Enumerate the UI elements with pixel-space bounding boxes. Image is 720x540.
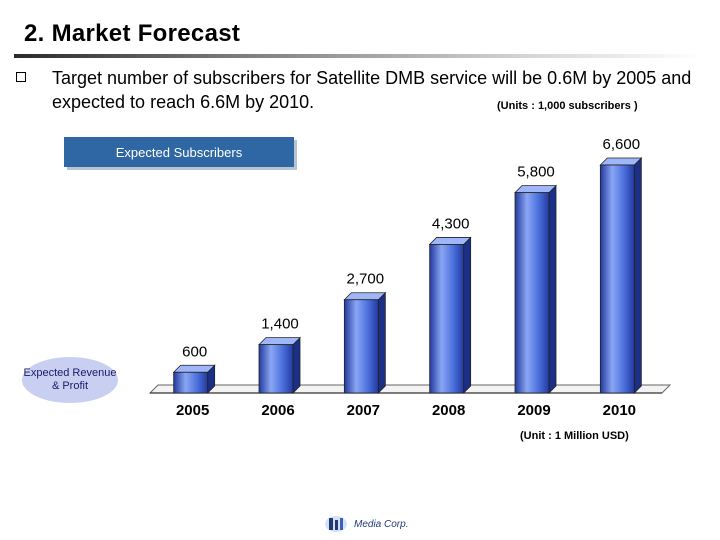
chart-floor [148, 384, 672, 394]
category-label-2008: 2008 [432, 402, 465, 419]
bar-top-2008 [428, 237, 472, 245]
category-label-2005: 2005 [176, 402, 209, 419]
value-label-2008: 4,300 [432, 215, 470, 232]
logo-text: Media Corp. [354, 518, 409, 530]
value-label-2010: 6,600 [603, 136, 641, 153]
bar-side-2010 [633, 157, 642, 394]
bar-top-2010 [599, 157, 643, 166]
legend-label: Expected Subscribers [115, 144, 243, 160]
bar-2009 [514, 192, 550, 394]
category-label-2009: 2009 [517, 402, 550, 419]
bar-side-2007 [377, 291, 386, 394]
bar-2008 [429, 244, 465, 394]
bullet-text: Target number of subscribers for Satelli… [52, 68, 692, 112]
units-subscribers-note: (Units : 1,000 subscribers ) [497, 100, 638, 112]
units-usd-note: (Unit : 1 Million USD) [520, 430, 629, 442]
logo-icon [324, 514, 348, 534]
ellipse-label: Expected Revenue & Profit [23, 367, 117, 392]
title-divider [14, 54, 704, 58]
category-label-2006: 2006 [261, 402, 294, 419]
value-label-2005: 600 [182, 343, 207, 360]
value-label-2009: 5,800 [517, 164, 555, 181]
expected-revenue-ellipse: Expected Revenue & Profit [22, 357, 118, 403]
value-label-2006: 1,400 [261, 316, 299, 333]
category-label-2007: 2007 [347, 402, 380, 419]
bar-2005 [173, 371, 209, 394]
value-label-2007: 2,700 [347, 271, 385, 288]
bar-top-2009 [514, 185, 557, 194]
page-title: 2. Market Forecast [24, 20, 241, 47]
bar-top-2005 [172, 364, 216, 373]
bar-side-2006 [292, 336, 301, 394]
bar-top-2007 [343, 292, 387, 301]
bar-side-2008 [463, 236, 472, 394]
bar-top-2006 [258, 337, 301, 346]
bar-side-2009 [548, 184, 557, 394]
legend-expected-subscribers: Expected Subscribers [64, 137, 294, 167]
checkbox-bullet-icon [16, 72, 26, 82]
bar-2006 [258, 344, 294, 394]
category-label-2010: 2010 [603, 402, 636, 419]
bar-2007 [343, 299, 379, 394]
bar-2010 [599, 164, 635, 394]
company-logo: Media Corp. [324, 514, 408, 534]
